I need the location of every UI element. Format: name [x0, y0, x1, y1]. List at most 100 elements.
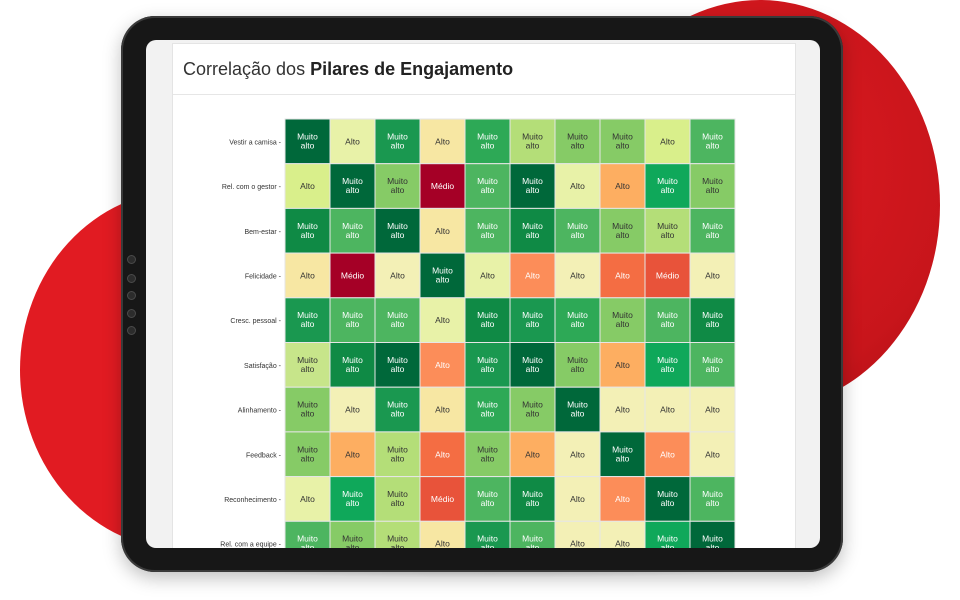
cell-label: alto [706, 364, 720, 374]
tablet-screen: Correlação dos Pilares de Engajamento Ve… [146, 40, 820, 548]
row-label: Feedback - [246, 452, 282, 459]
cell-label: Muito [657, 310, 678, 320]
cell-label: Alto [570, 270, 585, 280]
cell-label: alto [346, 498, 360, 508]
heatmap-cell [374, 386, 421, 433]
cell-label: Muito [567, 400, 588, 410]
cell-label: alto [526, 185, 540, 195]
cell-label: Muito [702, 534, 723, 544]
cell-label: Alto [615, 270, 630, 280]
heatmap-cell [509, 297, 556, 344]
heatmap-cell [689, 476, 736, 522]
cell-label: Alto [435, 360, 450, 370]
cell-label: alto [346, 319, 360, 329]
cell-label: Alto [705, 270, 720, 280]
cell-label: Alto [660, 449, 675, 459]
heatmap-cell [644, 386, 691, 433]
cell-label: Médio [431, 181, 454, 191]
cell-label: Muito [702, 489, 723, 499]
cell-label: Muito [477, 534, 498, 544]
cell-label: Médio [656, 270, 679, 280]
cell-label: Alto [570, 449, 585, 459]
cell-label: Alto [705, 449, 720, 459]
cell-label: Muito [297, 221, 318, 231]
heatmap-cell [599, 118, 646, 165]
cell-label: alto [706, 185, 720, 195]
chart-card: Correlação dos Pilares de Engajamento Ve… [172, 43, 796, 548]
cell-label: Alto [615, 494, 630, 504]
cell-label: Muito [702, 310, 723, 320]
cell-label: alto [391, 230, 405, 240]
cell-label: alto [391, 140, 405, 150]
cell-label: Alto [435, 405, 450, 415]
cell-label: Muito [522, 400, 543, 410]
cell-label: Médio [341, 270, 364, 280]
cell-label: Muito [387, 221, 408, 231]
heatmap-cell [464, 520, 511, 548]
cell-label: Muito [612, 221, 633, 231]
heatmap-cell [464, 297, 511, 344]
cell-label: Muito [342, 355, 363, 365]
cell-label: Alto [615, 405, 630, 415]
heatmap-cell [284, 520, 331, 548]
cell-label: Muito [657, 176, 678, 186]
row-label: Felicidade - [245, 273, 282, 280]
tablet-side-button [127, 309, 136, 318]
cell-label: alto [436, 274, 450, 284]
cell-label: Alto [660, 136, 675, 146]
cell-label: Alto [570, 181, 585, 191]
cell-label: Alto [615, 539, 630, 548]
tablet-side-button [127, 326, 136, 335]
heatmap-cell [644, 476, 691, 522]
heatmap-cell [329, 207, 376, 254]
cell-label: alto [661, 543, 675, 548]
cell-label: Muito [387, 534, 408, 544]
cell-label: Muito [387, 400, 408, 410]
heatmap-cell [554, 118, 601, 165]
cell-label: alto [391, 453, 405, 463]
heatmap-cell [689, 163, 736, 209]
heatmap-cell [599, 386, 646, 433]
cell-label: alto [346, 543, 360, 548]
heatmap-cell [644, 342, 691, 388]
cell-label: Alto [705, 405, 720, 415]
cell-label: alto [706, 319, 720, 329]
cell-label: alto [526, 364, 540, 374]
cell-label: alto [391, 364, 405, 374]
cell-label: Muito [342, 221, 363, 231]
heatmap-cell [554, 386, 601, 433]
heatmap-cell [419, 476, 466, 522]
cell-label: alto [571, 364, 585, 374]
cell-label: Alto [390, 270, 405, 280]
heatmap-cell [419, 520, 466, 548]
title-emphasis: Pilares de Engajamento [310, 59, 514, 79]
heatmap-cell [554, 252, 601, 299]
cell-label: Muito [297, 131, 318, 141]
cell-label: Muito [612, 131, 633, 141]
cell-label: Médio [431, 494, 454, 504]
cell-label: Muito [432, 265, 453, 275]
cell-label: Alto [525, 270, 540, 280]
heatmap-cell [599, 163, 646, 209]
cell-label: Muito [567, 310, 588, 320]
heatmap-cell [644, 163, 691, 209]
heatmap-cell [509, 431, 556, 478]
heatmap-cell [689, 386, 736, 433]
cell-label: Muito [297, 310, 318, 320]
cell-label: Muito [387, 444, 408, 454]
heatmap-cell [284, 118, 331, 165]
cell-label: Muito [567, 355, 588, 365]
title-prefix: Correlação dos [183, 59, 306, 79]
heatmap-cell [644, 297, 691, 344]
cell-label: alto [526, 230, 540, 240]
cell-label: Muito [522, 221, 543, 231]
cell-label: alto [346, 230, 360, 240]
cell-label: Muito [387, 131, 408, 141]
heatmap-cell [374, 520, 421, 548]
cell-label: Muito [477, 355, 498, 365]
heatmap-cell [329, 386, 376, 433]
cell-label: Muito [567, 131, 588, 141]
heatmap-cell [689, 520, 736, 548]
tablet-side-button [127, 291, 136, 300]
cell-label: Muito [477, 131, 498, 141]
